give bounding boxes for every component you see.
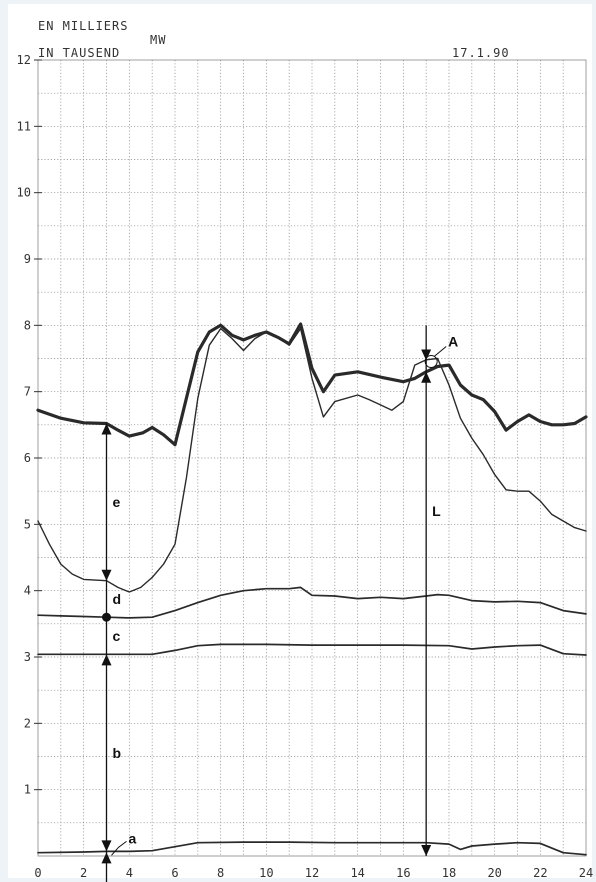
arrow-A-peak xyxy=(421,349,432,361)
y-tick-label: 2 xyxy=(24,716,31,730)
x-tick-label: 24 xyxy=(579,866,593,880)
y-tick-label: 6 xyxy=(24,451,31,465)
arrow-e-top xyxy=(101,423,112,435)
leader-a xyxy=(111,840,127,856)
label-d: d xyxy=(113,591,122,607)
x-tick-label: 18 xyxy=(442,866,456,880)
x-tick-label: 0 xyxy=(34,866,41,880)
arrow-a-bottom xyxy=(101,852,112,864)
y-tick-label: 4 xyxy=(24,584,31,598)
marker-A xyxy=(424,355,438,368)
series-line-2 xyxy=(37,327,587,593)
series-line-4 xyxy=(37,643,587,656)
y-tick-label: 12 xyxy=(17,53,31,67)
leader-A xyxy=(433,346,447,357)
series-line-3 xyxy=(37,586,587,619)
arrow-L-top xyxy=(421,371,432,383)
y-tick-label: 10 xyxy=(17,186,31,200)
x-tick-label: 20 xyxy=(487,866,501,880)
header-line1: EN MILLIERS xyxy=(38,19,128,33)
series-line-5 xyxy=(37,841,587,856)
y-tick-label: 5 xyxy=(24,517,31,531)
arrow-b-top xyxy=(101,654,112,666)
marker-d xyxy=(102,612,111,622)
x-tick-label: 16 xyxy=(396,866,410,880)
y-tick-label: 7 xyxy=(24,385,31,399)
x-tick-label: 14 xyxy=(350,866,364,880)
label-b: b xyxy=(113,745,122,761)
x-tick-label: 22 xyxy=(533,866,547,880)
x-tick-label: 4 xyxy=(126,866,133,880)
label-L: L xyxy=(432,503,441,519)
x-tick-label: 6 xyxy=(171,866,178,880)
date-label: 17.1.90 xyxy=(452,46,510,60)
y-tick-label: 3 xyxy=(24,650,31,664)
label-c: c xyxy=(113,628,121,644)
y-tick-label: 11 xyxy=(17,119,31,133)
arrow-b-bottom xyxy=(101,840,112,852)
header-line2: IN TAUSEND xyxy=(38,46,120,60)
arrow-e-bottom xyxy=(101,569,112,581)
y-tick-label: 1 xyxy=(24,783,31,797)
arrow-L-bottom xyxy=(421,845,432,856)
y-tick-label: 8 xyxy=(24,318,31,332)
x-tick-label: 12 xyxy=(305,866,319,880)
label-e: e xyxy=(113,494,121,510)
x-tick-label: 10 xyxy=(259,866,273,880)
series-group xyxy=(36,322,588,856)
x-tick-label: 8 xyxy=(217,866,224,880)
annotations: e d c b a L A xyxy=(101,325,458,882)
unit-label: MW xyxy=(150,33,166,47)
label-A: A xyxy=(448,334,458,350)
y-tick-label: 9 xyxy=(24,252,31,266)
x-tick-label: 2 xyxy=(80,866,87,880)
paper-sheet xyxy=(8,4,592,878)
series-line-1 xyxy=(36,322,588,447)
label-a: a xyxy=(129,830,137,846)
